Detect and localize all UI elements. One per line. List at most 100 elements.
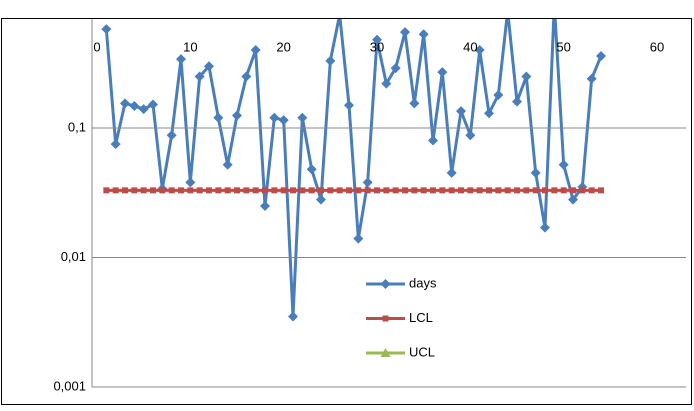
point — [280, 187, 287, 194]
point — [150, 187, 156, 194]
point — [338, 19, 341, 20]
point — [467, 187, 474, 194]
point — [260, 200, 270, 211]
point — [215, 187, 222, 194]
point — [204, 61, 214, 72]
point — [411, 187, 418, 194]
point — [213, 112, 224, 123]
point — [269, 112, 280, 123]
point — [288, 311, 298, 322]
legend-label: days — [409, 275, 437, 290]
point — [243, 187, 250, 194]
point — [353, 233, 364, 244]
point — [290, 187, 296, 194]
point — [194, 71, 205, 82]
point — [476, 187, 483, 194]
legend-label: LCL — [409, 310, 433, 325]
y-tick-label: 0,01 — [61, 249, 86, 264]
point — [465, 130, 476, 141]
point — [402, 187, 408, 194]
legend-marker — [380, 279, 391, 289]
point — [549, 0, 559, 9]
point — [456, 106, 466, 117]
point — [409, 98, 420, 109]
point — [504, 187, 511, 194]
point — [530, 167, 541, 178]
x-tick-label: 10 — [183, 39, 197, 54]
x-tick-label: 0 — [93, 39, 100, 54]
legend-label: UCL — [409, 344, 435, 359]
point — [318, 187, 324, 194]
x-tick-label: 40 — [463, 39, 477, 54]
point — [138, 104, 149, 115]
y-tick-label: 0,1 — [68, 119, 86, 134]
point — [372, 34, 382, 45]
point — [344, 100, 354, 111]
point — [166, 130, 177, 141]
point — [586, 73, 597, 84]
legend-marker — [380, 348, 391, 357]
point — [428, 135, 438, 146]
point — [196, 187, 203, 194]
point — [374, 187, 380, 194]
point — [140, 187, 147, 194]
point — [362, 177, 373, 188]
point — [110, 139, 121, 150]
point — [512, 96, 522, 107]
point — [159, 187, 166, 194]
point — [551, 187, 558, 194]
point — [297, 112, 308, 123]
plot-area — [101, 0, 606, 322]
x-tick-label: 50 — [556, 39, 570, 54]
point — [542, 187, 548, 194]
point — [521, 71, 532, 82]
point — [308, 187, 315, 194]
point — [558, 159, 569, 170]
point — [493, 89, 504, 100]
point — [355, 187, 362, 194]
point — [250, 45, 261, 56]
point — [568, 194, 578, 205]
point — [206, 187, 212, 194]
point — [252, 187, 259, 194]
point — [439, 187, 446, 194]
point — [495, 187, 502, 194]
point — [241, 71, 252, 82]
point — [418, 29, 429, 40]
point — [185, 177, 196, 188]
point — [336, 187, 343, 194]
point — [364, 187, 371, 194]
point — [306, 164, 317, 175]
x-tick-label: 30 — [370, 39, 384, 54]
point — [299, 187, 306, 194]
point — [168, 187, 175, 194]
point — [178, 187, 184, 194]
point — [101, 24, 112, 35]
point — [187, 187, 194, 194]
point — [316, 194, 326, 205]
point — [122, 187, 128, 194]
point — [486, 187, 492, 194]
point — [579, 187, 586, 194]
point — [430, 187, 436, 194]
point — [448, 187, 455, 194]
point — [327, 187, 334, 194]
point — [325, 55, 336, 66]
point — [224, 187, 231, 194]
point — [131, 187, 138, 194]
point — [262, 187, 268, 194]
point — [148, 99, 158, 110]
point — [390, 63, 401, 74]
point — [222, 159, 233, 170]
point — [570, 187, 576, 194]
point — [392, 187, 399, 194]
y-tick-label: 0,001 — [53, 378, 86, 393]
point — [437, 67, 448, 78]
point — [514, 187, 520, 194]
point — [400, 27, 410, 38]
point — [120, 98, 130, 109]
point — [103, 187, 110, 194]
point — [420, 187, 427, 194]
point — [176, 54, 186, 65]
